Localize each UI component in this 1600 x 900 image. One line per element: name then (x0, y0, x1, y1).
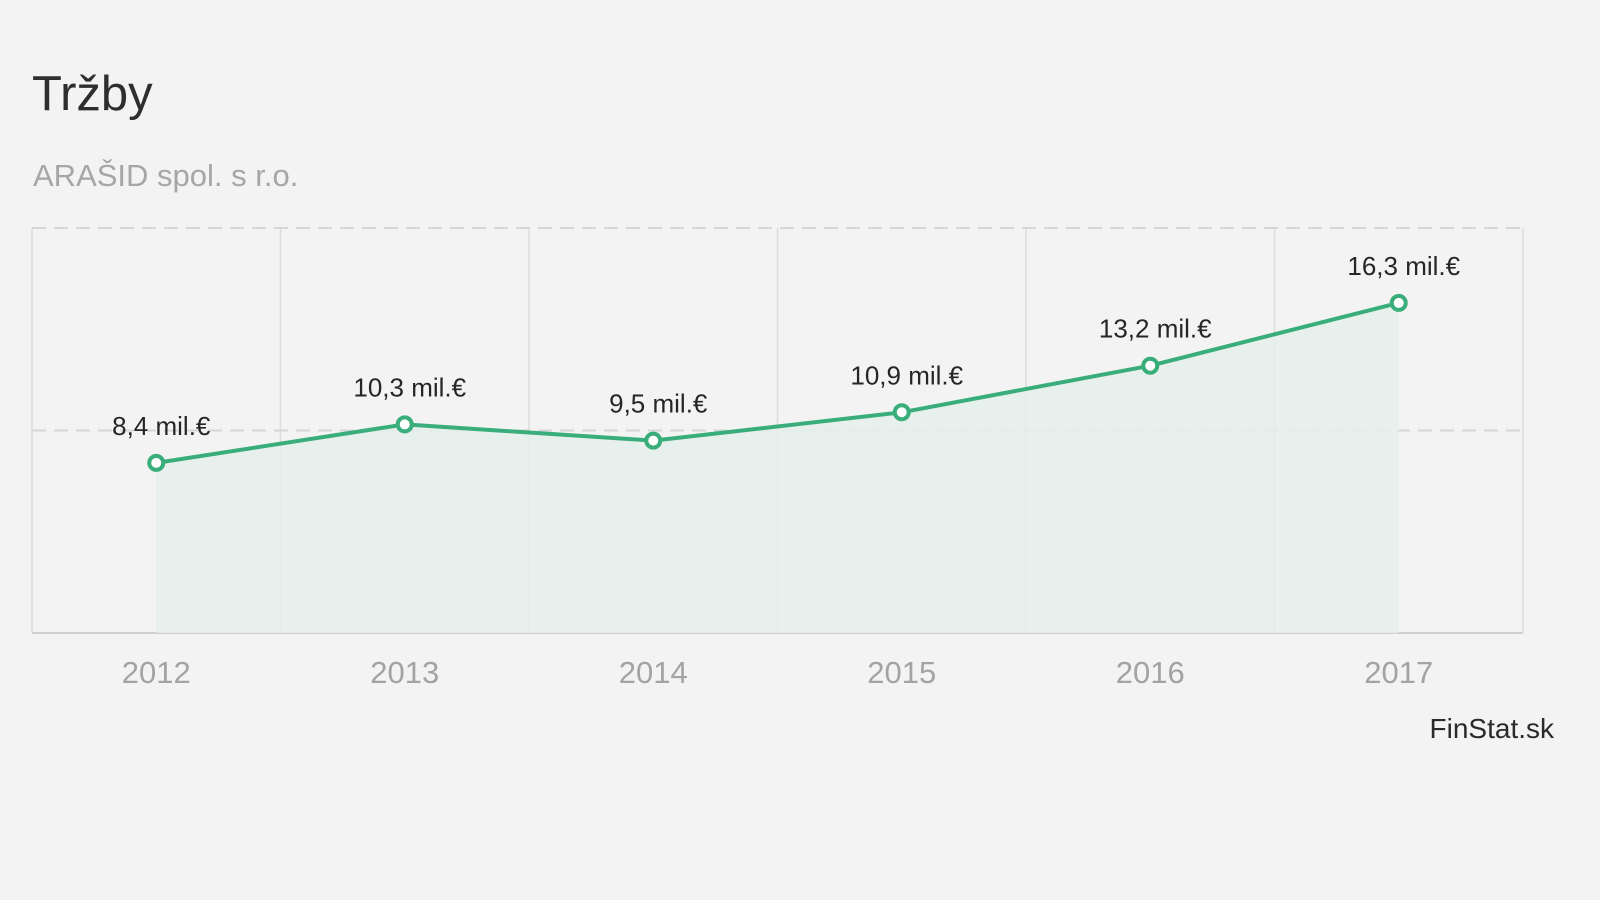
data-point (892, 403, 911, 422)
x-tick-label: 2016 (1116, 655, 1185, 690)
chart-title: Tržby (32, 67, 153, 121)
data-point (147, 453, 166, 472)
x-axis-ticks: 2012 2013 2014 2015 2016 2017 (122, 655, 1433, 690)
data-label: 13,2 mil.€ (1099, 314, 1212, 344)
data-label: 8,4 mil.€ (112, 411, 211, 441)
x-tick-label: 2014 (619, 655, 688, 690)
x-tick-label: 2013 (370, 655, 439, 690)
data-label: 16,3 mil.€ (1347, 251, 1460, 281)
x-tick-label: 2012 (122, 655, 191, 690)
series-line (155, 300, 1400, 465)
data-labels: 8,4 mil.€ 10,3 mil.€ 9,5 mil.€ 10,9 mil.€ 13… (112, 251, 1461, 441)
data-point (1389, 293, 1408, 312)
data-label: 10,3 mil.€ (353, 372, 466, 402)
data-label: 10,9 mil.€ (850, 360, 963, 390)
data-point (395, 415, 414, 434)
chart-subtitle: ARAŠID spol. s r.o. (33, 158, 299, 193)
x-tick-label: 2015 (867, 655, 936, 690)
data-point (644, 431, 663, 450)
data-label: 9,5 mil.€ (609, 389, 708, 419)
area-fill (156, 302, 1399, 633)
data-point (1141, 356, 1160, 375)
x-tick-label: 2017 (1364, 655, 1433, 690)
data-points (147, 293, 1408, 472)
source-credit[interactable]: FinStat.sk (1429, 713, 1554, 744)
